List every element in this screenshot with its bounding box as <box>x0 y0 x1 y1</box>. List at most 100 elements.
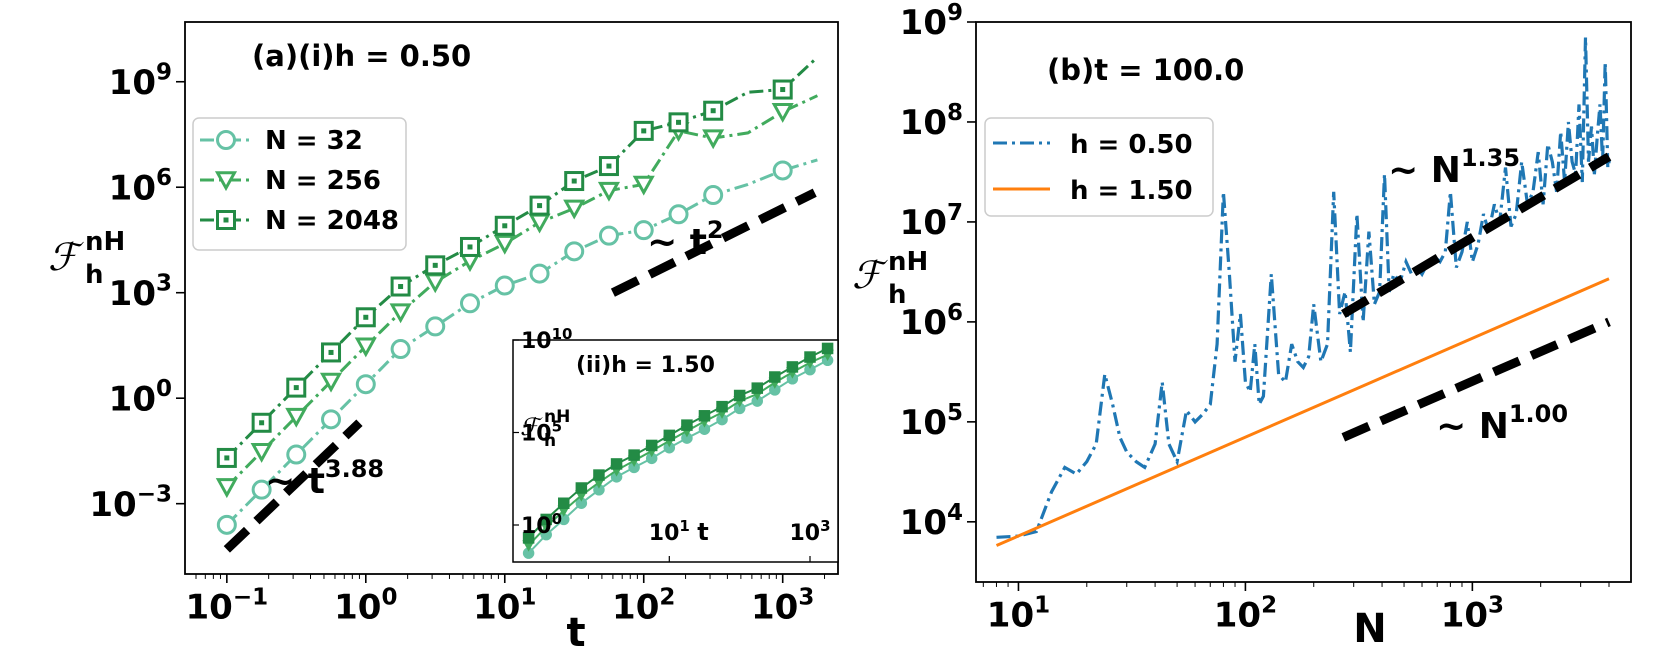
panel-a-x-ticks: 10−1 100 101 102 103 <box>186 574 826 628</box>
panel-b-title: (b)t = 100.0 <box>1047 53 1244 87</box>
x-tick-label: 100 <box>334 584 397 627</box>
inset-y-tick-label: 100 <box>521 510 562 539</box>
series-N32 <box>216 158 818 535</box>
inset-series-N2048 <box>522 342 834 544</box>
data-point <box>250 443 273 463</box>
data-point <box>633 220 654 241</box>
inset-x-label: t <box>697 518 708 546</box>
inset-y-label-main: ℱ <box>520 413 543 441</box>
data-point <box>390 339 411 360</box>
guide-label-t388: ∼ t3.88 <box>265 455 384 502</box>
panel-a-guide-labels: ∼ t3.88 ∼ t2 <box>265 216 724 502</box>
panel-b-legend: h = 0.50 h = 1.50 <box>984 117 1214 217</box>
series-h150 <box>995 277 1610 547</box>
inset-data-point <box>645 439 658 452</box>
inset-x-ticks: 101 103 <box>649 517 831 562</box>
data-point <box>354 337 377 358</box>
x-tick-label: 102 <box>1214 592 1277 635</box>
panel-b-y-label: ℱ h nH <box>852 247 928 310</box>
inset-data-point <box>698 410 711 422</box>
inset-data-point <box>540 513 552 526</box>
x-tick-label: 102 <box>612 584 675 627</box>
data-point-dot <box>293 385 299 391</box>
panel-a-series <box>215 56 819 535</box>
inset-data-point <box>786 361 799 373</box>
data-point-dot <box>606 163 612 169</box>
inset-x-tick-label: 103 <box>789 517 830 546</box>
panel-b-axes-frame <box>975 21 1632 583</box>
data-point <box>772 160 793 181</box>
data-point <box>668 204 689 225</box>
data-point-dot <box>398 284 404 290</box>
panel-b-y-label-main: ℱ <box>852 253 888 297</box>
y-tick-label: 106 <box>109 165 172 208</box>
x-tick-label: 101 <box>473 584 536 627</box>
data-point <box>771 103 794 123</box>
guide-line <box>1341 317 1611 442</box>
inset-title: (ii)h = 1.50 <box>576 353 715 378</box>
legend-marker-dot <box>223 217 229 223</box>
legend-label: N = 256 <box>265 166 381 196</box>
data-point <box>494 275 515 296</box>
data-point <box>529 263 550 284</box>
data-point-dot <box>502 223 508 229</box>
y-tick-label: 106 <box>900 300 963 343</box>
data-point-dot <box>676 119 682 125</box>
legend-label: N = 32 <box>265 126 363 156</box>
inset-data-point <box>804 351 816 363</box>
y-tick-label: 105 <box>900 400 963 443</box>
x-tick-label: 103 <box>1441 592 1504 635</box>
data-point <box>251 479 272 500</box>
inset-data-point <box>558 497 570 509</box>
inset-y-label-sup: nH <box>544 407 570 427</box>
guide-line <box>1341 152 1612 318</box>
series-N2048 <box>216 56 819 468</box>
series-line <box>995 277 1610 547</box>
panel-b-x-label: N <box>1353 606 1386 652</box>
x-tick-label: 101 <box>987 592 1050 635</box>
data-point-dot <box>259 420 265 426</box>
inset-data-point <box>769 371 781 383</box>
panel-a-axes-frame <box>184 21 839 575</box>
data-point <box>389 303 412 324</box>
data-point <box>493 234 516 255</box>
legend-label: h = 0.50 <box>1070 130 1193 160</box>
y-tick-label: 103 <box>109 271 172 314</box>
panel-b-guides <box>1341 152 1612 442</box>
data-point <box>216 514 237 535</box>
inset-data-point <box>733 389 746 402</box>
inset-data-point <box>663 429 676 442</box>
panel-a-y-ticks: 10−3 100 103 106 109 <box>89 60 185 525</box>
guide-label-t2: ∼ t2 <box>647 216 724 263</box>
inset-y-label-sub: h <box>544 431 556 451</box>
inset-data-point <box>522 532 535 544</box>
y-tick-label: 109 <box>109 60 172 103</box>
panel-a-legend-box <box>192 117 407 251</box>
inset-series <box>522 342 834 559</box>
panel-b-guide-labels: ∼ N1.35 ∼ N1.00 <box>1388 144 1568 447</box>
legend-marker <box>214 171 238 192</box>
panel-a-guides <box>223 188 817 553</box>
inset-data-point <box>821 342 834 355</box>
panel-b-series <box>995 37 1612 547</box>
inset-data-point <box>681 419 693 431</box>
data-point <box>702 129 725 150</box>
panel-b-y-ticks: 104 105 106 107 108 109 <box>900 0 976 543</box>
panel-a-x-label: t <box>566 610 585 656</box>
data-point-dot <box>641 128 647 134</box>
data-point <box>703 185 724 206</box>
data-point <box>286 444 307 465</box>
guide-label-n100: ∼ N1.00 <box>1436 400 1568 447</box>
data-point <box>319 372 343 393</box>
inset-axes-frame <box>512 339 839 563</box>
data-point-dot <box>432 262 438 268</box>
series-h050 <box>996 37 1612 539</box>
inset-y-tick-label: 1010 <box>521 325 573 354</box>
panel-a-inset: 101 103 100 105 1010 (ii)h = 1.50 t ℱ h nH <box>512 325 839 563</box>
panel-b-y-label-sub: h <box>888 280 907 310</box>
data-point-dot <box>467 244 473 250</box>
data-point <box>564 241 585 262</box>
x-tick-label: 103 <box>751 584 814 627</box>
inset-y-tick-label: 105 <box>521 417 562 446</box>
